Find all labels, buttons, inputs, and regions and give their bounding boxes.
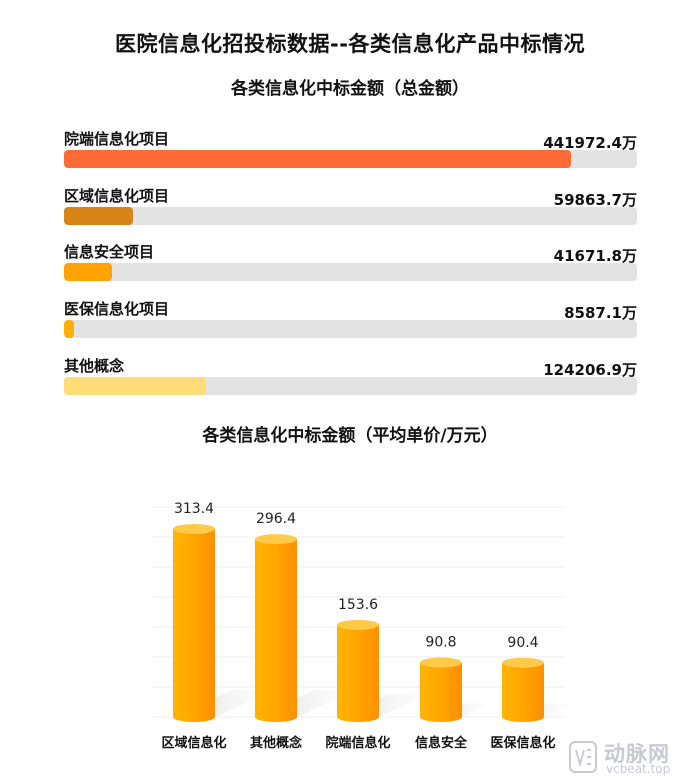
hbar-track: [64, 263, 637, 281]
hbar-track: [64, 377, 637, 395]
column-value-label: 296.4: [256, 511, 296, 527]
column-bar: [173, 528, 215, 722]
total-amount-chart-title: 各类信息化中标金额（总金额）: [231, 79, 469, 99]
hbar-category-label: 医保信息化项目: [64, 300, 170, 318]
hbar-value-label: 41671.8万: [553, 247, 637, 265]
column-category-label: 其他概念: [250, 735, 302, 751]
column-value-label: 313.4: [174, 501, 214, 517]
column-cap: [420, 657, 462, 668]
hbar-category-label: 其他概念: [64, 357, 125, 375]
column-cap: [337, 619, 379, 630]
column-bar: [420, 662, 462, 722]
hbar-fill: [64, 150, 571, 168]
column-category-label: 院端信息化: [325, 735, 390, 751]
hbar-fill: [64, 263, 112, 281]
column-value-label: 153.6: [338, 597, 378, 613]
hbar-value-label: 441972.4万: [543, 134, 637, 152]
hbar-fill: [64, 207, 133, 225]
hbar-row: 其他概念 124206.9万: [64, 355, 637, 395]
columns: [173, 523, 544, 722]
hbar-category-label: 区域信息化项目: [64, 187, 170, 205]
hbar-category-label: 院端信息化项目: [64, 130, 170, 148]
column-cap: [255, 534, 297, 545]
hbar-track: [64, 320, 637, 338]
watermark-site: vcbeat.top: [606, 762, 671, 776]
column-category-label: 信息安全: [415, 735, 468, 751]
hbar-fill: [64, 320, 74, 338]
hbar-row: 区域信息化项目 59863.7万: [64, 185, 637, 225]
column-cap: [173, 523, 215, 534]
column-labels: 313.4 区域信息化 296.4 其他概念 153.6 院端信息化 90.8 信息安全 90.…: [161, 501, 555, 751]
hbar-track: [64, 207, 637, 225]
column-cap: [502, 657, 544, 668]
column-bar: [337, 624, 379, 722]
avg-price-chart-title: 各类信息化中标金额（平均单价/万元）: [202, 426, 498, 446]
hbar-value-label: 59863.7万: [553, 191, 637, 209]
hbar-value-label: 8587.1万: [564, 304, 637, 322]
hbar-row: 医保信息化项目 8587.1万: [64, 298, 637, 338]
hbar-fill: [64, 377, 207, 395]
column-category-label: 区域信息化: [161, 735, 226, 751]
hbar-category-label: 信息安全项目: [64, 243, 155, 261]
hbar-value-label: 124206.9万: [543, 361, 637, 379]
column-bar: [502, 662, 544, 722]
watermark: 动脉网 vcbeat.top: [568, 738, 696, 778]
page-title: 医院信息化招投标数据--各类信息化产品中标情况: [115, 32, 585, 56]
column-bar: [255, 539, 297, 722]
column-value-label: 90.8: [425, 635, 456, 651]
avg-price-column-chart: 313.4 区域信息化 296.4 其他概念 153.6 院端信息化 90.8 信息安全 90.…: [152, 501, 574, 751]
vcbeat-logo-icon: [569, 741, 597, 773]
column-value-label: 90.4: [507, 635, 538, 651]
hbar-row: 院端信息化项目 441972.4万: [64, 128, 637, 168]
hbar-track: [64, 150, 637, 168]
column-category-label: 医保信息化: [490, 735, 555, 751]
watermark-name: 动脉网: [604, 742, 670, 766]
hbar-row: 信息安全项目 41671.8万: [64, 241, 637, 281]
